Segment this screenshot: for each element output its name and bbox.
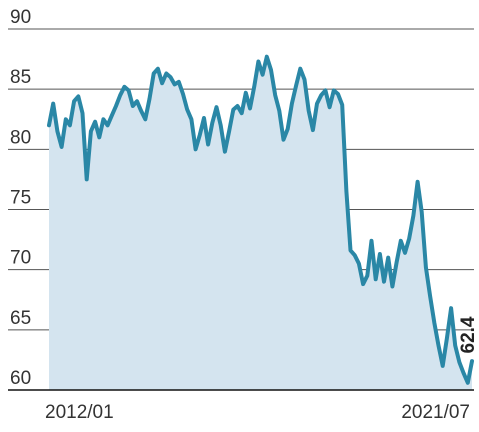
- y-tick-label: 75: [10, 188, 31, 209]
- series-line: [47, 54, 474, 385]
- y-tick-label: 90: [10, 7, 31, 28]
- y-tick-labels: 90 85 80 75 70 65 60: [10, 7, 31, 389]
- y-tick-label: 80: [10, 127, 31, 148]
- y-tick-label: 60: [10, 368, 31, 389]
- x-tick-label-start: 2012/01: [45, 402, 114, 423]
- y-tick-label: 65: [10, 308, 31, 329]
- y-tick-label: 70: [10, 248, 31, 269]
- series-area: [49, 56, 472, 390]
- x-tick-label-end: 2021/07: [401, 402, 470, 423]
- end-value-label: 62.4: [458, 316, 479, 353]
- y-tick-label: 85: [10, 67, 31, 88]
